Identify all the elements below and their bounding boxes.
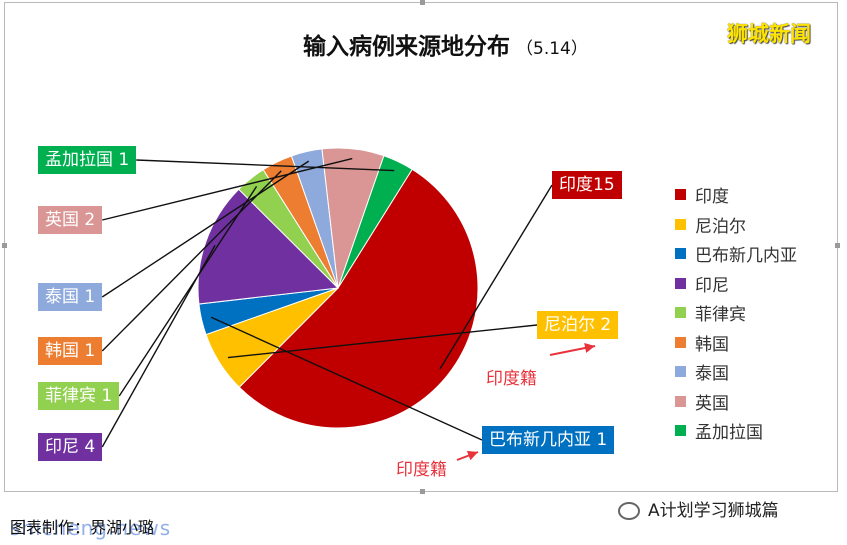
- annotation-arrowhead-0: [584, 343, 595, 353]
- legend-swatch-3: [675, 277, 686, 289]
- legend-label-2: 巴布新几内亚: [695, 246, 797, 267]
- legend-item-7: 英国: [675, 387, 797, 417]
- leader-line-8: [136, 159, 395, 172]
- data-label-4: 菲律宾 1: [38, 382, 120, 410]
- legend-item-5: 韩国: [675, 328, 797, 358]
- chart-credit: 图表制作：界湖小璐: [10, 518, 155, 537]
- legend-item-6: 泰国: [675, 357, 797, 387]
- resize-handle[interactable]: [835, 243, 840, 248]
- legend-item-4: 菲律宾: [675, 298, 797, 328]
- legend-swatch-5: [675, 336, 686, 348]
- leader-line-0: [439, 184, 553, 370]
- leader-line-4: [118, 186, 258, 397]
- leader-line-5: [101, 170, 282, 352]
- legend-label-6: 泰国: [695, 364, 729, 385]
- resize-handle[interactable]: [420, 0, 425, 5]
- data-label-0: 印度15: [552, 171, 622, 199]
- data-label-6: 泰国 1: [38, 283, 103, 311]
- legend-swatch-1: [675, 218, 686, 230]
- data-label-8: 孟加拉国 1: [38, 146, 137, 174]
- legend-label-7: 英国: [695, 393, 729, 414]
- wechat-icon: [618, 502, 640, 520]
- resize-handle[interactable]: [2, 243, 7, 248]
- annotation-arrowhead-1: [466, 450, 478, 461]
- legend-label-1: 尼泊尔: [695, 216, 746, 237]
- legend-label-8: 孟加拉国: [695, 423, 763, 444]
- legend-swatch-4: [675, 307, 686, 319]
- leader-line-7: [102, 157, 353, 221]
- legend-item-8: 孟加拉国: [675, 416, 797, 446]
- legend-swatch-0: [675, 189, 686, 201]
- data-label-2: 巴布新几内亚 1: [482, 426, 615, 454]
- legend-label-5: 韩国: [695, 334, 729, 355]
- chart-legend: 印度尼泊尔巴布新几内亚 印尼菲律宾韩国泰国英国孟加拉国: [675, 180, 797, 446]
- title-date: （5.14）: [516, 39, 588, 59]
- legend-label-4: 菲律宾: [695, 305, 746, 326]
- legend-swatch-6: [675, 366, 686, 378]
- watermark: shicheng.news: [10, 516, 172, 540]
- legend-label-0: 印度: [695, 187, 729, 208]
- chart-title: 输入病例来源地分布 （5.14）: [303, 27, 588, 61]
- data-label-7: 英国 2: [38, 206, 103, 234]
- legend-label-3: 印尼: [695, 275, 729, 296]
- legend-swatch-2: [675, 248, 686, 260]
- data-label-5: 韩国 1: [38, 337, 103, 365]
- wechat-account: A计划学习狮城篇: [618, 496, 779, 521]
- pie-slice-8: [337, 155, 413, 289]
- legend-item-0: 印度: [675, 180, 797, 210]
- legend-item-1: 尼泊尔: [675, 210, 797, 240]
- leader-line-1: [227, 324, 538, 359]
- resize-handle[interactable]: [420, 489, 425, 494]
- data-label-3: 印尼 4: [38, 433, 103, 461]
- brand-logo: 狮城新闻: [727, 22, 811, 46]
- legend-item-2: 巴布新几内亚: [675, 239, 797, 269]
- data-label-1: 尼泊尔 2: [537, 311, 619, 339]
- legend-swatch-8: [675, 425, 686, 437]
- leader-line-6: [101, 160, 310, 298]
- annotation-png: 印度籍: [396, 460, 447, 480]
- legend-item-3: 印尼: [675, 269, 797, 299]
- leader-line-2: [210, 316, 483, 441]
- annotation-nepal: 印度籍: [486, 369, 537, 389]
- wechat-name: A计划学习狮城篇: [648, 501, 779, 521]
- title-text: 输入病例来源地分布: [303, 34, 510, 60]
- pie-slice-3: [197, 188, 340, 305]
- pie-slice-0: [238, 168, 479, 429]
- legend-swatch-7: [675, 395, 686, 407]
